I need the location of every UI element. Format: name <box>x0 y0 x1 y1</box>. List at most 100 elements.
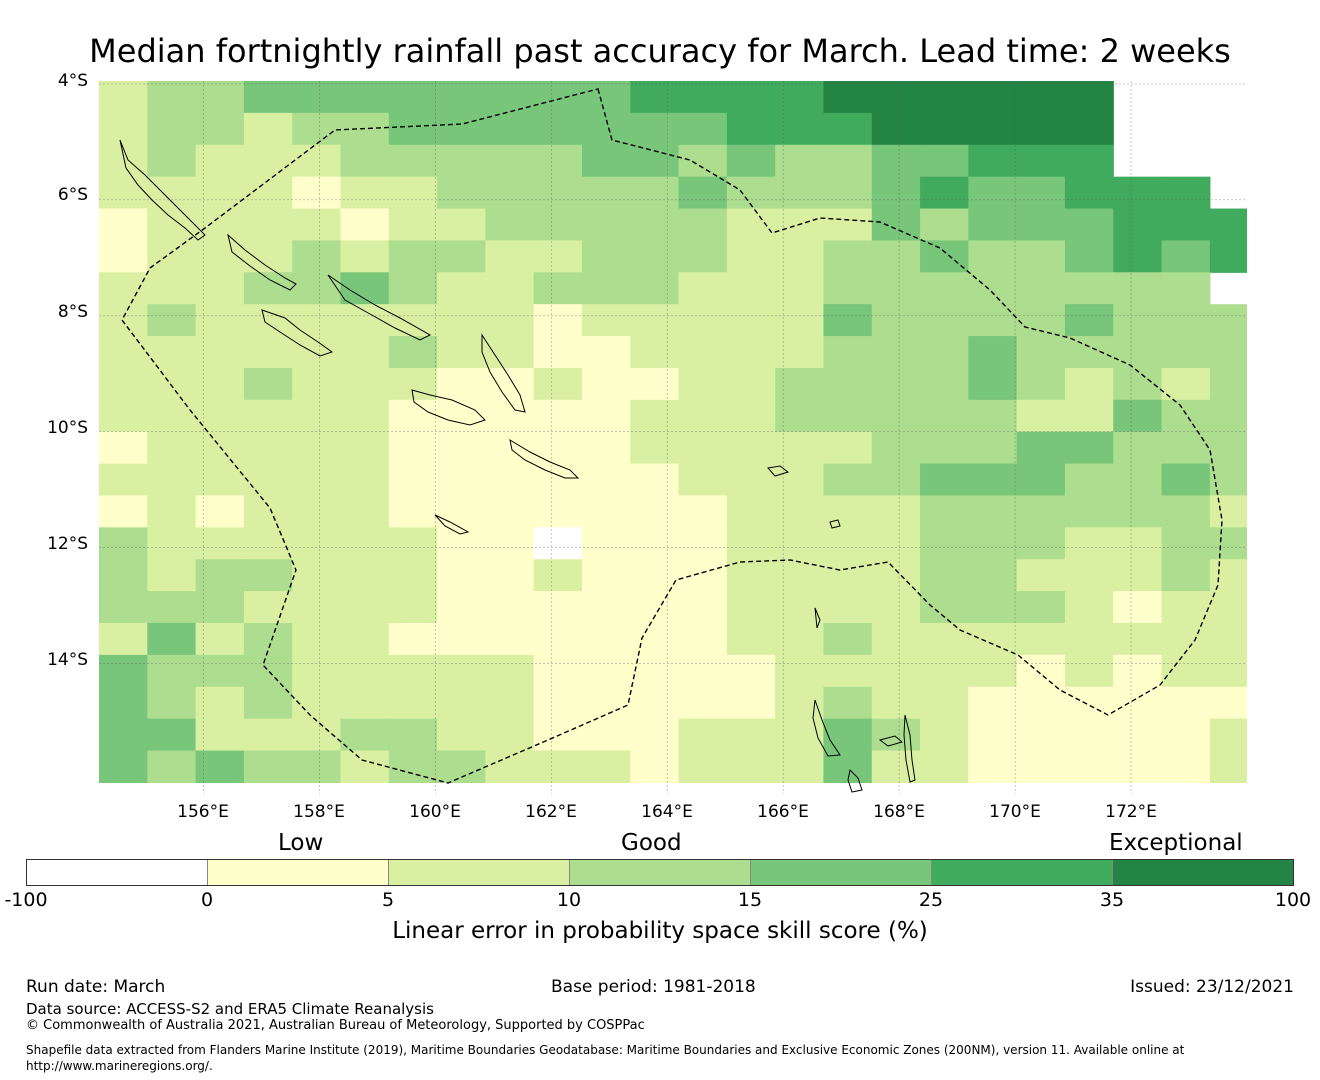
colorbar-tick: 10 <box>556 889 582 911</box>
skill-cell <box>243 176 293 210</box>
skill-cell <box>581 144 631 178</box>
skill-cell <box>1016 591 1066 624</box>
skill-cell <box>630 591 680 624</box>
skill-cell <box>340 431 390 465</box>
skill-cell <box>1209 654 1247 688</box>
skill-cell <box>630 718 680 752</box>
skill-cell <box>437 304 486 337</box>
skill-cell <box>292 750 342 784</box>
colorbar-tick: 15 <box>737 889 763 911</box>
skill-cell <box>968 304 1018 337</box>
colorbar-tick: 0 <box>200 889 214 911</box>
skill-cell <box>920 176 969 210</box>
skill-cell <box>871 208 921 242</box>
skill-cell <box>1064 176 1114 210</box>
skill-cell <box>195 399 245 433</box>
skill-cell <box>195 686 245 720</box>
skill-cell <box>968 750 1018 784</box>
skill-cell <box>195 559 245 592</box>
skill-cell <box>630 495 680 528</box>
skill-cell <box>1209 367 1247 401</box>
skill-cell <box>1064 272 1114 305</box>
skill-cell <box>630 304 680 337</box>
skill-cell <box>99 208 148 242</box>
skill-cell <box>1113 463 1163 497</box>
skill-cell <box>99 654 148 688</box>
skill-cell <box>823 144 873 178</box>
skill-cell <box>1016 272 1066 305</box>
skill-cell <box>968 718 1018 752</box>
skill-cell <box>823 559 873 592</box>
skill-cell <box>388 686 438 720</box>
skill-cell <box>968 176 1018 210</box>
skill-cell <box>1064 112 1114 146</box>
skill-cell <box>437 272 486 305</box>
skill-cell <box>340 367 390 401</box>
skill-cell <box>340 495 390 528</box>
skill-cell <box>678 495 728 528</box>
skill-cell <box>99 367 148 401</box>
lon-label-162e: 162°E <box>525 802 577 822</box>
makira-island-outline <box>509 438 580 479</box>
skill-cell <box>1016 622 1066 656</box>
skill-cell <box>678 336 728 369</box>
skill-cell <box>243 750 293 784</box>
skill-cell <box>485 176 535 210</box>
skill-cell <box>147 176 197 210</box>
skill-cell <box>388 591 438 624</box>
skill-cell <box>678 686 728 720</box>
skill-cell <box>775 750 825 784</box>
skill-cell <box>1016 431 1066 465</box>
skill-cell <box>147 304 197 337</box>
skill-cell <box>581 622 631 656</box>
skill-cell <box>533 240 583 273</box>
skill-cell <box>1209 431 1247 465</box>
skill-cell <box>388 750 438 784</box>
skill-cell <box>775 495 825 528</box>
skill-cell <box>678 527 728 560</box>
category-low: Low <box>278 830 324 856</box>
skill-cell <box>292 622 342 656</box>
espiritu-santo-island-outline <box>812 699 841 757</box>
skill-cell <box>1161 399 1211 433</box>
skill-cell <box>147 750 197 784</box>
skill-cell <box>533 495 583 528</box>
skill-cell <box>871 718 921 752</box>
skill-cell <box>147 112 197 146</box>
skill-cell <box>1209 208 1247 242</box>
skill-cell <box>147 208 197 242</box>
skill-cell <box>1064 240 1114 273</box>
lon-label-164e: 164°E <box>641 802 693 822</box>
skill-cell <box>1016 208 1066 242</box>
skill-cell <box>243 431 293 465</box>
skill-cell <box>437 654 486 688</box>
map-title: Median fortnightly rainfall past accurac… <box>89 32 1231 70</box>
skill-cell <box>726 240 776 273</box>
eez-boundary <box>121 88 1223 784</box>
skill-cell <box>147 240 197 273</box>
skill-cell <box>147 622 197 656</box>
skill-cell <box>871 112 921 146</box>
skill-cell <box>968 208 1018 242</box>
skill-cell <box>437 431 486 465</box>
skill-cell <box>243 591 293 624</box>
skill-cell <box>533 686 583 720</box>
skill-cell <box>920 718 969 752</box>
skill-cell <box>437 336 486 369</box>
colorbar-tick: 25 <box>918 889 944 911</box>
skill-cell <box>388 112 438 146</box>
skill-cell <box>920 112 969 146</box>
skill-cell <box>968 272 1018 305</box>
skill-cell <box>243 112 293 146</box>
skill-cell <box>920 304 969 337</box>
skill-cell <box>920 559 969 592</box>
skill-cell <box>1113 304 1163 337</box>
rennell-island-outline <box>434 514 470 535</box>
skill-cell <box>195 463 245 497</box>
skill-cell <box>871 686 921 720</box>
skill-cell <box>195 272 245 305</box>
skill-cell <box>678 463 728 497</box>
skill-cell <box>195 750 245 784</box>
skill-cell <box>581 272 631 305</box>
skill-cell <box>823 431 873 465</box>
